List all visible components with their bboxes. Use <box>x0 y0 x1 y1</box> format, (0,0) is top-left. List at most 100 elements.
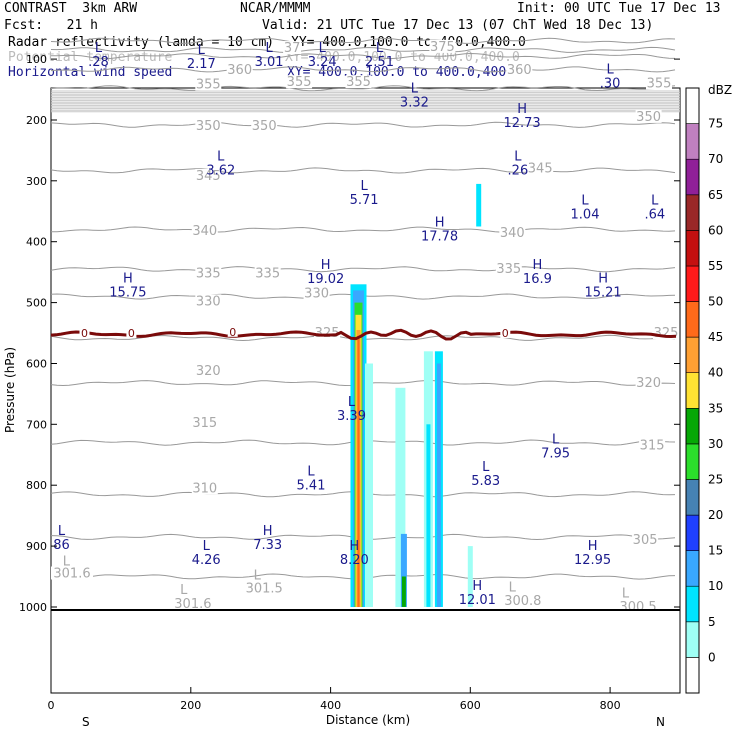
wind-extremum-type: L <box>552 433 560 448</box>
theta-contour <box>51 52 676 60</box>
x-tick-label: 200 <box>180 699 201 712</box>
colorbar-swatch <box>685 621 700 658</box>
theta-label: 340 <box>500 226 525 241</box>
theta-label: 330 <box>196 294 221 309</box>
wind-extremum-type: L <box>203 539 211 554</box>
wind-extremum-type: H <box>517 102 527 117</box>
wind-extremum-type: H <box>533 258 543 273</box>
field3-xy: XY= 400.0,100.0 to 400.0,400.0 <box>287 65 522 80</box>
zero-label-bg <box>500 327 511 338</box>
zero-label-bg <box>79 327 90 338</box>
theta-label-bg <box>345 75 372 89</box>
theta-extremum-label: L <box>509 581 517 596</box>
theta-label-bg <box>195 77 222 91</box>
wind-extremum-type: L <box>581 193 589 208</box>
theta-label-bg <box>251 119 278 132</box>
theta-label-bg <box>506 63 533 76</box>
wind-extremum-value: 15.21 <box>584 285 621 300</box>
colorbar-swatch <box>685 87 700 124</box>
wind-extremum-value: 5.71 <box>350 193 379 208</box>
theta-label-bg <box>639 438 666 452</box>
colorbar-label: 25 <box>708 473 723 487</box>
theta-label-bg <box>243 581 286 595</box>
wind-extremum-type: H <box>472 579 482 594</box>
theta-label-bg <box>191 416 218 430</box>
reflectivity-echo-10 <box>426 424 431 607</box>
wind-extremum-type: H <box>435 215 445 230</box>
wind-extremum-value: 19.02 <box>307 272 344 287</box>
theta-label: 355 <box>196 78 221 93</box>
theta-label: 335 <box>196 266 221 281</box>
zero-label-bg <box>227 325 238 337</box>
reflectivity-anvil <box>365 363 373 607</box>
reflectivity-echo-upper <box>476 183 482 227</box>
theta-label: 301.5 <box>246 582 283 597</box>
x-tick-label: 0 <box>48 699 55 712</box>
theta-label-bg <box>195 119 222 132</box>
theta-label-bg <box>303 286 330 300</box>
wind-extremum-value: .26 <box>508 164 529 179</box>
theta-label: 315 <box>640 439 665 454</box>
colorbar-label: 70 <box>708 152 723 166</box>
colorbar-swatch <box>685 550 700 587</box>
reflectivity-echo <box>467 546 473 607</box>
model-title: CONTRAST 3km ARW <box>4 1 138 16</box>
zero-contour-label: 0 <box>81 327 88 340</box>
wind-extremum-value: 86 <box>53 538 70 553</box>
colorbar-swatch <box>685 158 700 196</box>
wind-extremum-type: L <box>198 43 206 58</box>
y-tick-label: 400 <box>26 236 47 249</box>
colorbar-label: 40 <box>708 366 723 380</box>
theta-label-bg <box>646 76 672 90</box>
theta-label: 37 <box>284 41 301 56</box>
colorbar-swatch <box>685 443 700 480</box>
y-tick-label: 100 <box>26 53 47 66</box>
forecast-hour: Fcst: 21 h <box>4 18 98 33</box>
colorbar-swatch <box>685 407 700 445</box>
reflectivity-echo-15 <box>436 363 441 607</box>
theta-extremum-label: L <box>622 587 630 602</box>
theta-label: 301.6 <box>174 597 211 612</box>
x-tick-label: 600 <box>460 699 481 712</box>
theta-label: 340 <box>192 224 217 239</box>
valid-time: Valid: 21 UTC Tue 17 Dec 13 (07 ChT Wed … <box>262 18 654 33</box>
colorbar-swatch <box>685 514 700 551</box>
theta-label-bg <box>191 223 218 237</box>
theta-label-bg <box>195 169 222 182</box>
colorbar-label: 60 <box>708 223 723 237</box>
zero-contour-label: 0 <box>502 327 509 340</box>
theta-label-bg <box>171 596 214 610</box>
theta-contour <box>50 46 676 54</box>
theta-label: 335 <box>255 266 280 281</box>
zero-contour-label: 0 <box>229 326 236 339</box>
wind-extremum-type: L <box>411 81 419 96</box>
wind-extremum-value: 3.24 <box>308 55 337 70</box>
y-tick-label: 300 <box>26 175 47 188</box>
colorbar-label: 20 <box>708 508 723 522</box>
wind-extremum-type: H <box>588 539 598 554</box>
wind-extremum-value: 1.04 <box>571 207 600 222</box>
theta-contour <box>50 167 676 174</box>
wind-extremum-type: H <box>349 539 359 554</box>
wind-extremum-type: L <box>217 150 225 165</box>
org-title: NCAR/MMMM <box>240 1 311 16</box>
theta-label-bg <box>635 375 662 389</box>
axes: 100 200 300 400 500 600 700 800 900 1000 0 200 400 60… <box>19 53 680 712</box>
zero-contour-line <box>50 328 677 341</box>
wind-extremum-value: .30 <box>600 77 621 92</box>
theta-label-bg <box>635 109 662 123</box>
colorbar-label: 0 <box>708 650 716 664</box>
wind-extremum-type: L <box>58 524 66 539</box>
colorbar-label: 30 <box>708 437 723 451</box>
theta-label-bg <box>501 593 544 607</box>
theta-label: 305 <box>633 533 658 548</box>
theta-label: 335 <box>496 262 521 277</box>
theta-label: 315 <box>192 416 217 431</box>
wind-extremum-value: 8.20 <box>340 553 369 568</box>
wind-extremum-type: L <box>360 179 368 194</box>
colorbar-label: 5 <box>708 615 716 629</box>
colorbar: 0 5 10 15 20 25 30 35 40 45 50 55 60 65 70 75 <box>685 87 723 694</box>
colorbar-label: 75 <box>708 117 723 131</box>
colorbar-swatch <box>685 479 700 516</box>
